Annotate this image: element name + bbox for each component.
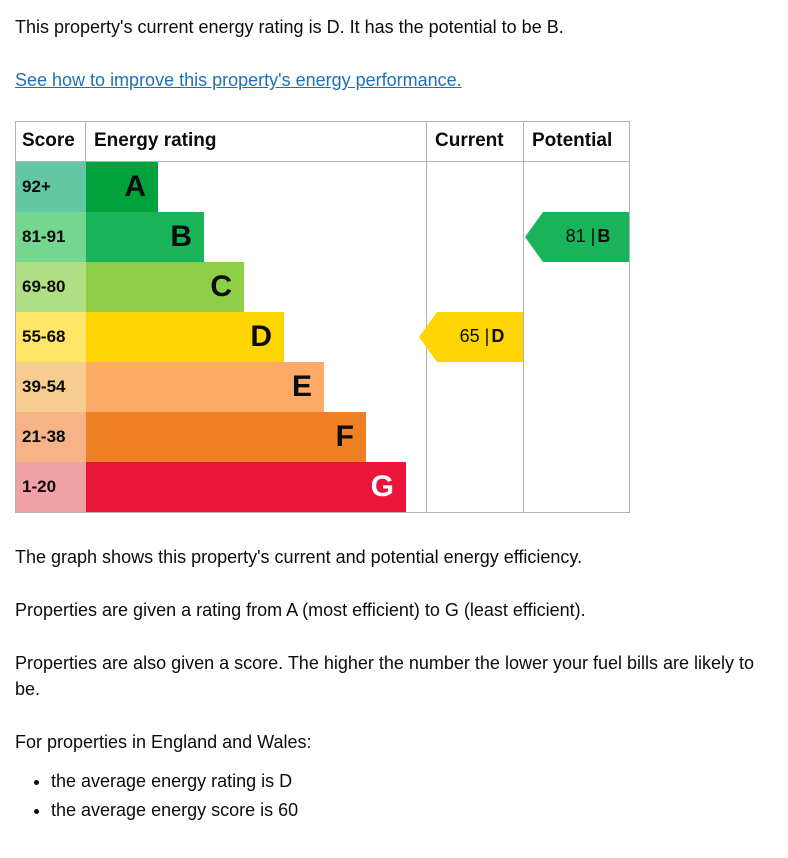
current-cell: 65 | D [427, 312, 524, 362]
band-score: 92+ [16, 162, 86, 212]
band-row: 21-38F [16, 412, 629, 462]
chart-body: 92+A81-91B81 | B69-80C55-68D65 | D39-54E… [16, 162, 629, 512]
list-item: the average energy rating is D [51, 769, 773, 794]
band-bar-cell: A [86, 162, 427, 212]
arrow-icon [525, 212, 543, 262]
potential-marker: 81 | B [543, 212, 629, 262]
band-bar-cell: F [86, 412, 427, 462]
current-marker: 65 | D [437, 312, 523, 362]
band-score: 81-91 [16, 212, 86, 262]
energy-rating-chart: Score Energy rating Current Potential 92… [15, 121, 630, 513]
explain-3: Properties are also given a score. The h… [15, 651, 773, 701]
potential-cell [524, 162, 629, 212]
current-cell [427, 262, 524, 312]
band-row: 39-54E [16, 362, 629, 412]
potential-cell [524, 462, 629, 512]
band-bar-cell: E [86, 362, 427, 412]
band-bar: C [86, 262, 244, 312]
current-cell [427, 412, 524, 462]
band-bar: A [86, 162, 158, 212]
arrow-icon [419, 312, 437, 362]
band-bar: B [86, 212, 204, 262]
current-cell [427, 212, 524, 262]
explain-4: For properties in England and Wales: [15, 730, 773, 755]
band-bar-cell: D [86, 312, 427, 362]
potential-cell [524, 262, 629, 312]
band-bar: E [86, 362, 324, 412]
current-cell [427, 162, 524, 212]
band-score: 55-68 [16, 312, 86, 362]
band-bar-cell: B [86, 212, 427, 262]
band-row: 69-80C [16, 262, 629, 312]
chart-header: Score Energy rating Current Potential [16, 122, 629, 162]
list-item: the average energy score is 60 [51, 798, 773, 823]
band-score: 39-54 [16, 362, 86, 412]
band-row: 81-91B 81 | B [16, 212, 629, 262]
band-row: 92+A [16, 162, 629, 212]
band-bar: D [86, 312, 284, 362]
band-row: 55-68D 65 | D [16, 312, 629, 362]
band-score: 21-38 [16, 412, 86, 462]
band-bar: G [86, 462, 406, 512]
band-score: 1-20 [16, 462, 86, 512]
potential-cell [524, 412, 629, 462]
potential-cell: 81 | B [524, 212, 629, 262]
current-cell [427, 462, 524, 512]
averages-list: the average energy rating is D the avera… [51, 769, 773, 823]
intro-text: This property's current energy rating is… [15, 15, 773, 40]
explain-1: The graph shows this property's current … [15, 545, 773, 570]
improve-link[interactable]: See how to improve this property's energ… [15, 70, 462, 90]
band-bar-cell: G [86, 462, 427, 512]
potential-cell [524, 362, 629, 412]
header-potential: Potential [524, 122, 629, 161]
header-score: Score [16, 122, 86, 161]
header-rating: Energy rating [86, 122, 427, 161]
potential-cell [524, 312, 629, 362]
header-current: Current [427, 122, 524, 161]
band-bar-cell: C [86, 262, 427, 312]
band-row: 1-20G [16, 462, 629, 512]
band-score: 69-80 [16, 262, 86, 312]
band-bar: F [86, 412, 366, 462]
current-cell [427, 362, 524, 412]
explain-2: Properties are given a rating from A (mo… [15, 598, 773, 623]
